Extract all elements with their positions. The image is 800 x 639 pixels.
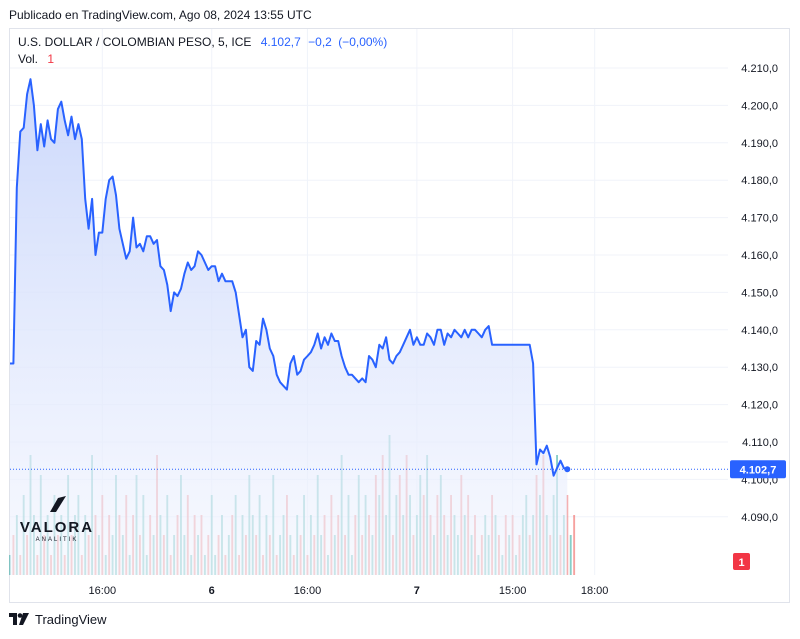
- y-tick-label: 4.160,0: [741, 250, 778, 262]
- price-change-percent: (−0,00%): [338, 35, 388, 49]
- price-change: −0,2: [308, 35, 332, 49]
- volume-label[interactable]: Vol.: [18, 52, 39, 66]
- price-area-fill: [10, 79, 568, 575]
- price-axis: 4.210,0 4.200,0 4.190,0 4.180,0 4.170,0 4.160…: [741, 63, 778, 524]
- y-tick-label: 4.180,0: [741, 175, 778, 187]
- time-axis: 16:00 6 16:00 7 15:00 18:00: [89, 585, 609, 597]
- chart-frame: [9, 28, 790, 603]
- volume-bar: [566, 495, 569, 575]
- x-tick-label: 16:00: [294, 585, 322, 597]
- volume-value: 1: [47, 52, 55, 66]
- y-tick-label: 4.210,0: [741, 63, 778, 75]
- valora-watermark: VALORA ANALITIK: [20, 496, 94, 543]
- y-tick-label: 4.110,0: [742, 437, 778, 449]
- y-tick-label: 4.170,0: [741, 213, 778, 225]
- valora-logo-icon: [50, 496, 66, 512]
- y-tick-label: 4.130,0: [741, 362, 778, 374]
- y-tick-label: 4.140,0: [741, 325, 778, 337]
- x-tick-label: 6: [209, 585, 215, 597]
- last-price-dot: [564, 466, 571, 473]
- last-price-label: 4.102,7: [740, 464, 777, 476]
- price-area: [10, 79, 568, 575]
- price-line: [10, 78, 568, 477]
- last-price: 4.102,7: [260, 35, 301, 49]
- volume-bar: [573, 515, 576, 575]
- last-price-badge: [730, 460, 786, 479]
- tradingview-logo-icon: [9, 613, 29, 625]
- chart-legend: U.S. DOLLAR / COLOMBIAN PESO, 5, ICE 4.1…: [18, 34, 387, 68]
- x-tick-label: 18:00: [581, 585, 609, 597]
- footer-brand[interactable]: TradingView: [9, 612, 107, 627]
- volume-badge-label: 1: [738, 557, 744, 569]
- y-tick-label: 4.190,0: [741, 138, 778, 150]
- y-tick-label: 4.120,0: [741, 400, 778, 412]
- y-tick-label: 4.200,0: [741, 100, 778, 112]
- x-tick-label: 7: [414, 585, 420, 597]
- volume-badge: [733, 553, 750, 570]
- x-tick-label: 15:00: [499, 585, 527, 597]
- y-tick-label: 4.090,0: [741, 512, 778, 524]
- volume-bar: [569, 535, 572, 575]
- watermark-brand: VALORA: [20, 519, 94, 536]
- published-caption: Publicado en TradingView.com, Ago 08, 20…: [9, 8, 312, 22]
- watermark-sub: ANALITIK: [36, 537, 79, 543]
- symbol-name[interactable]: U.S. DOLLAR / COLOMBIAN PESO, 5, ICE: [18, 35, 252, 49]
- tradingview-brand-name: TradingView: [35, 612, 107, 627]
- price-series-line: [10, 78, 568, 477]
- price-markers: 4.102,7 1: [10, 460, 786, 570]
- y-tick-label: 4.150,0: [741, 287, 778, 299]
- x-tick-label: 16:00: [89, 585, 117, 597]
